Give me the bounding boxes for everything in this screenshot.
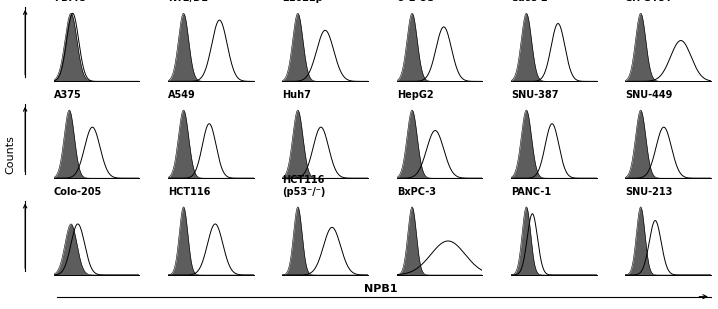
Text: Huh7: Huh7 bbox=[282, 90, 312, 100]
Text: Colo-205: Colo-205 bbox=[54, 187, 102, 197]
Text: PBMC: PBMC bbox=[54, 0, 85, 3]
Text: A549: A549 bbox=[168, 90, 196, 100]
Text: U-2 OS: U-2 OS bbox=[396, 0, 434, 3]
Text: SNU-213: SNU-213 bbox=[625, 187, 673, 197]
Text: BxPC-3: BxPC-3 bbox=[396, 187, 436, 197]
Text: NT2/D1: NT2/D1 bbox=[168, 0, 208, 3]
Text: SH-SY5Y: SH-SY5Y bbox=[625, 0, 672, 3]
Text: PANC-1: PANC-1 bbox=[511, 187, 551, 197]
Text: 2102Ep: 2102Ep bbox=[282, 0, 323, 3]
Text: Counts: Counts bbox=[6, 135, 16, 174]
Text: Saos-2: Saos-2 bbox=[511, 0, 548, 3]
Text: SNU-449: SNU-449 bbox=[625, 90, 673, 100]
Text: HCT116: HCT116 bbox=[168, 187, 210, 197]
Text: HCT116
(p53⁻/⁻): HCT116 (p53⁻/⁻) bbox=[282, 175, 326, 197]
Text: A375: A375 bbox=[54, 90, 82, 100]
Text: SNU-387: SNU-387 bbox=[511, 90, 559, 100]
Text: NPB1: NPB1 bbox=[364, 284, 397, 294]
Text: HepG2: HepG2 bbox=[396, 90, 434, 100]
